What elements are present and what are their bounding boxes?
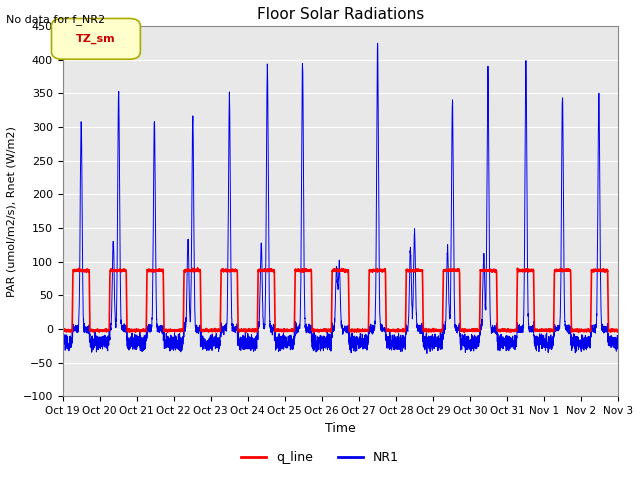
FancyBboxPatch shape	[51, 18, 140, 59]
NR1	[374, 40, 381, 46]
Line: q_line: q_line	[63, 268, 618, 332]
Line: NR1: NR1	[63, 43, 618, 353]
q_line	[159, 267, 166, 273]
NR1	[423, 350, 431, 356]
q_line	[460, 329, 468, 335]
NR1	[614, 343, 621, 349]
NR1	[465, 337, 473, 343]
NR1	[59, 339, 67, 345]
q_line	[614, 327, 622, 333]
NR1	[319, 347, 327, 352]
Y-axis label: PAR (umol/m2/s), Rnet (W/m2): PAR (umol/m2/s), Rnet (W/m2)	[7, 126, 17, 297]
q_line	[497, 328, 504, 334]
Text: TZ_sm: TZ_sm	[76, 34, 116, 44]
Text: No data for f_NR2: No data for f_NR2	[6, 14, 106, 25]
NR1	[159, 331, 166, 337]
q_line	[435, 327, 442, 333]
Legend: q_line, NR1: q_line, NR1	[236, 446, 404, 469]
q_line	[465, 327, 473, 333]
X-axis label: Time: Time	[325, 421, 356, 435]
q_line	[614, 329, 621, 335]
NR1	[614, 346, 622, 352]
q_line	[59, 327, 67, 333]
NR1	[497, 345, 504, 351]
q_line	[320, 327, 328, 333]
Title: Floor Solar Radiations: Floor Solar Radiations	[257, 7, 424, 22]
NR1	[435, 336, 442, 342]
q_line	[194, 265, 202, 271]
